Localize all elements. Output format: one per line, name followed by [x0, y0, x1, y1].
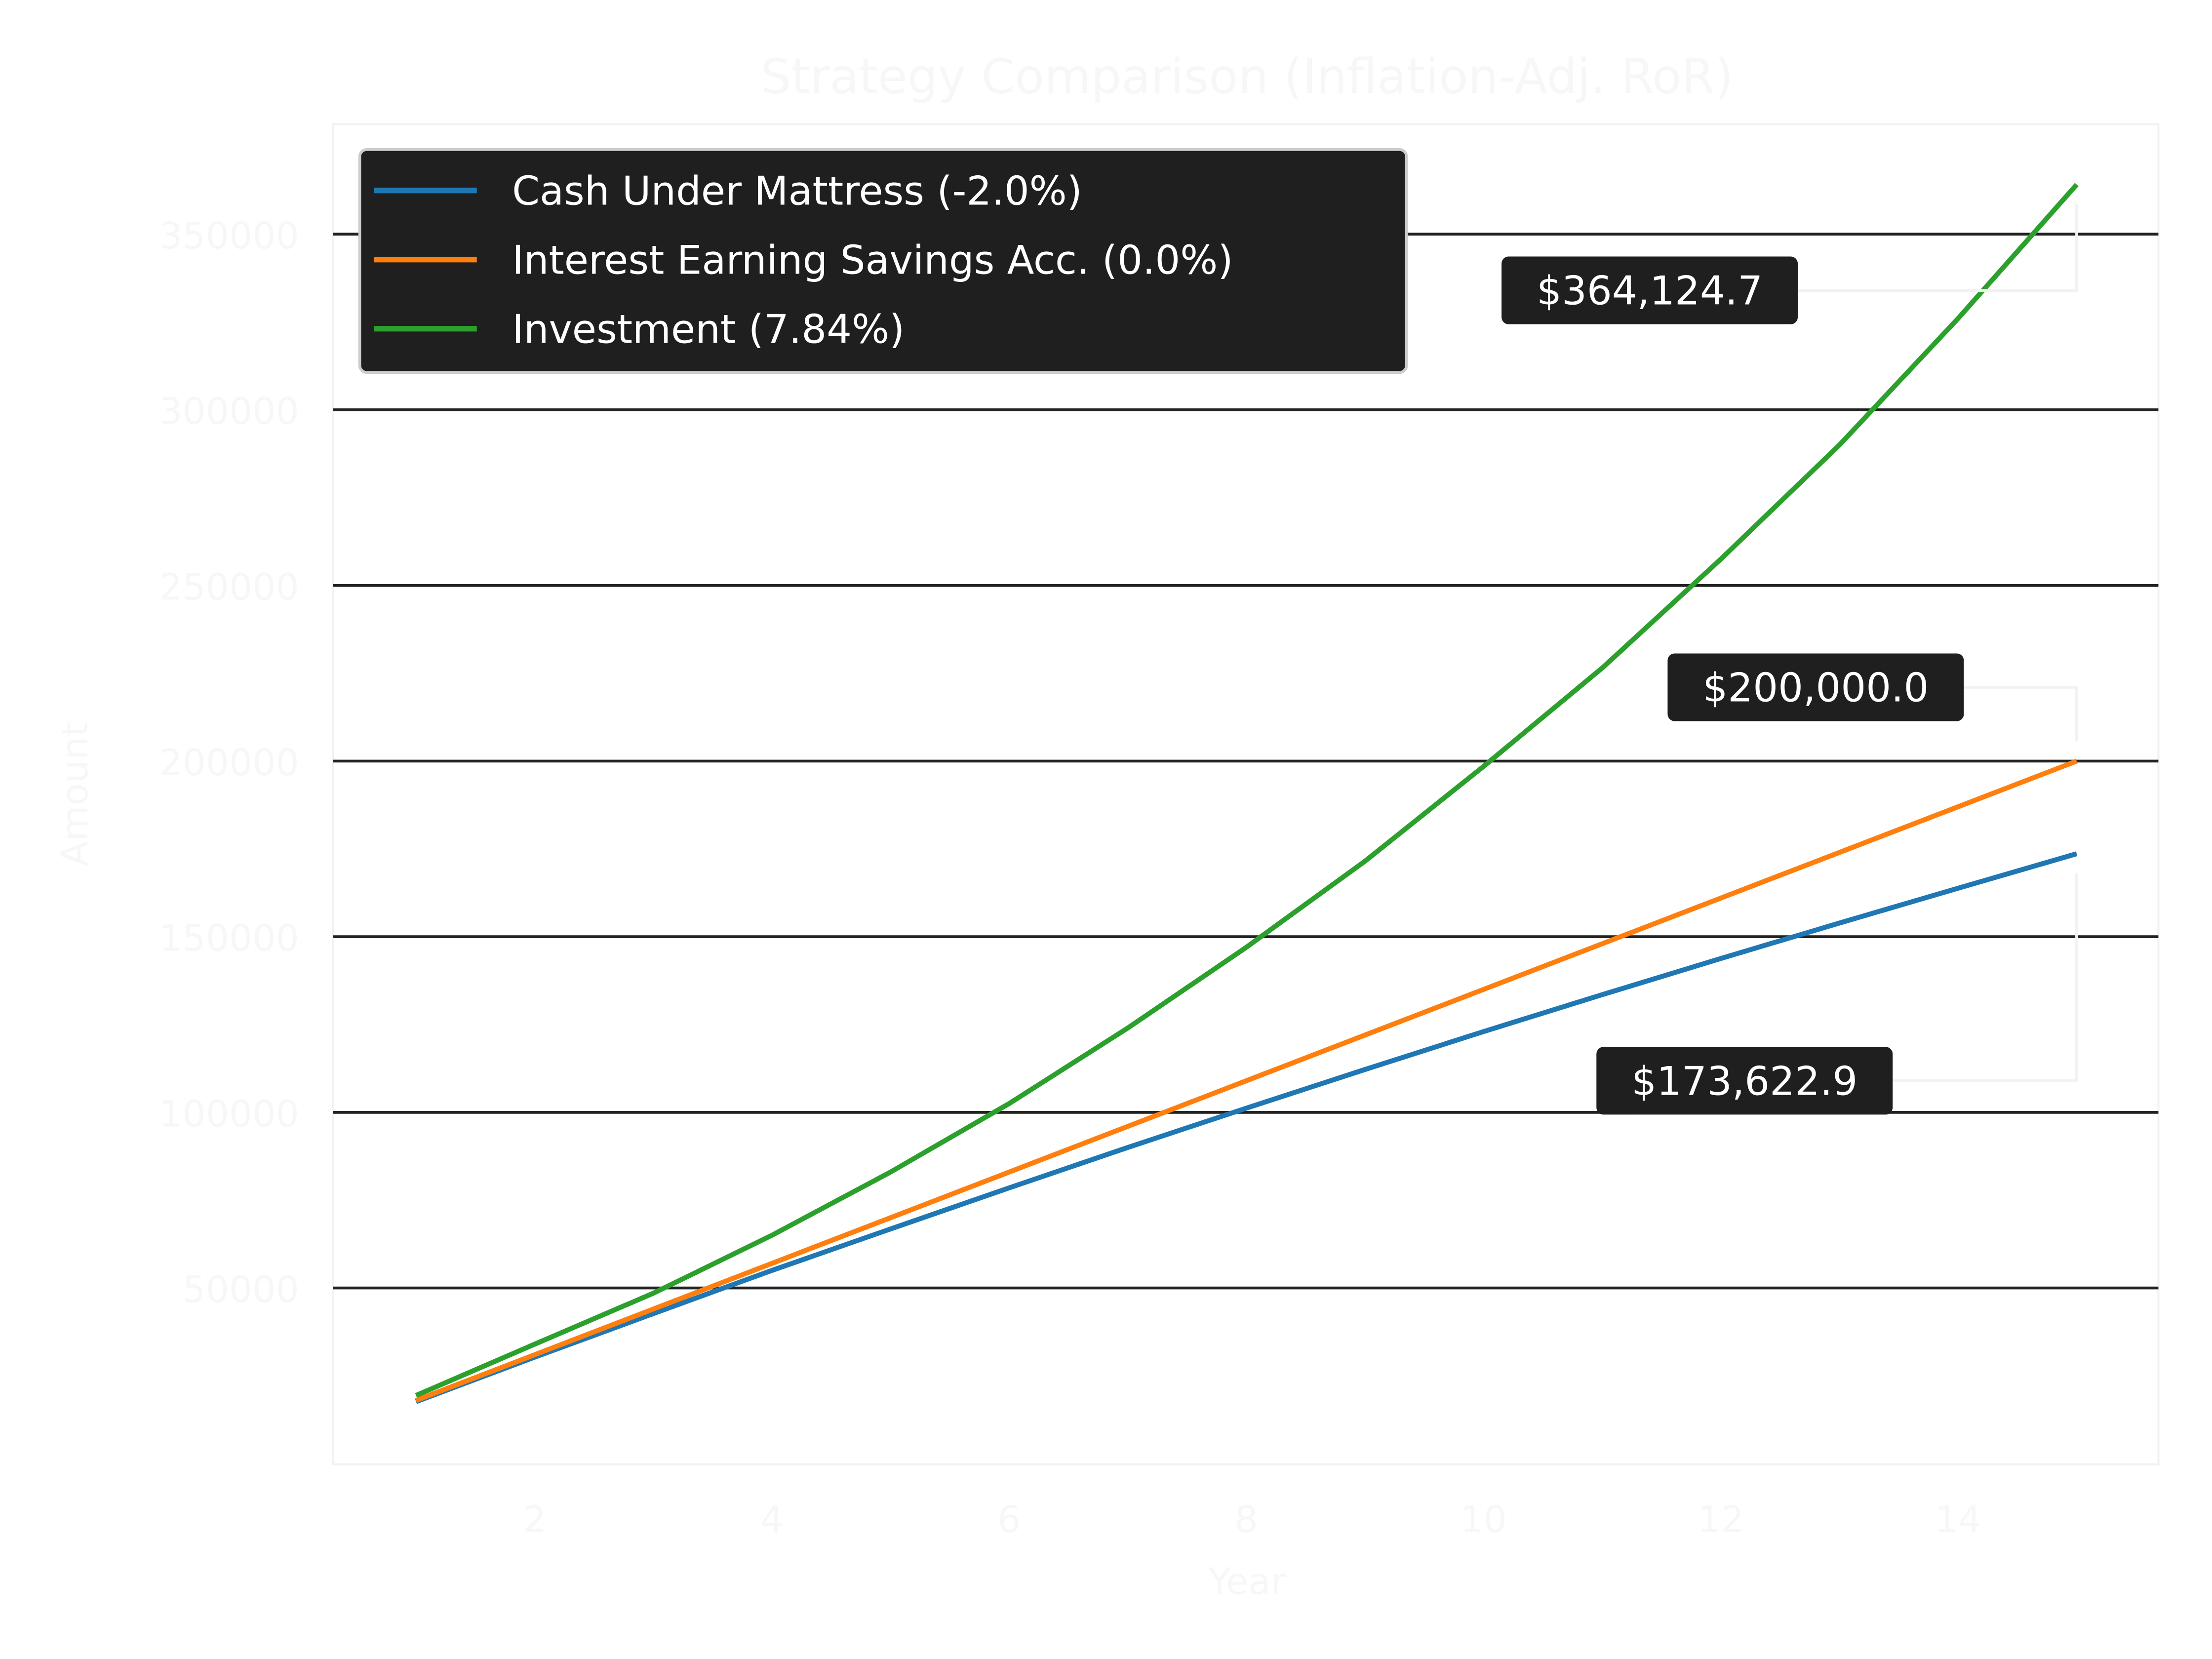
- x-tick-label: 8: [1235, 1498, 1258, 1541]
- y-tick-label: 350000: [159, 214, 299, 257]
- annotation-label: $200,000.0: [1702, 665, 1929, 711]
- annotation-label: $173,622.9: [1631, 1058, 1857, 1104]
- series-line-2: [415, 183, 2079, 1398]
- annotation-box: [1501, 256, 1798, 324]
- x-tick-label: 4: [760, 1498, 784, 1541]
- legend-label: Cash Under Mattress (-2.0%): [512, 168, 1082, 214]
- chart-title: Strategy Comparison (Inflation-Adj. RoR): [761, 49, 1734, 105]
- y-tick-label: 300000: [159, 390, 299, 433]
- annotation-arrow: [1964, 686, 2078, 742]
- annotation-arrow: [1798, 204, 2078, 292]
- y-tick-label: 100000: [159, 1092, 299, 1135]
- x-tick-label: 6: [997, 1498, 1021, 1541]
- y-axis-label: Amount: [53, 722, 96, 867]
- y-tick-label: 250000: [159, 565, 299, 608]
- annotation-label: $364,124.7: [1537, 268, 1763, 314]
- y-tick-label: 200000: [159, 741, 299, 784]
- series-line-1: [415, 758, 2078, 1403]
- annotation-arrow: [1893, 873, 2078, 1082]
- x-tick-label: 2: [523, 1498, 546, 1541]
- x-tick-label: 12: [1698, 1498, 1744, 1541]
- y-tick-label: 150000: [159, 917, 299, 960]
- x-tick-label: 14: [1935, 1498, 1981, 1541]
- y-tick-label: 50000: [182, 1268, 299, 1311]
- annotation-box: [1596, 1047, 1893, 1115]
- legend-label: Interest Earning Savings Acc. (0.0%): [512, 237, 1233, 283]
- annotation-box: [1667, 653, 1964, 721]
- x-tick-label: 10: [1461, 1498, 1507, 1541]
- series-line-0: [415, 851, 2078, 1404]
- legend: Cash Under Mattress (-2.0%) Interest Earn…: [358, 148, 1408, 374]
- x-axis-label: Year: [1208, 1560, 1286, 1603]
- legend-label: Investment (7.84%): [512, 306, 905, 352]
